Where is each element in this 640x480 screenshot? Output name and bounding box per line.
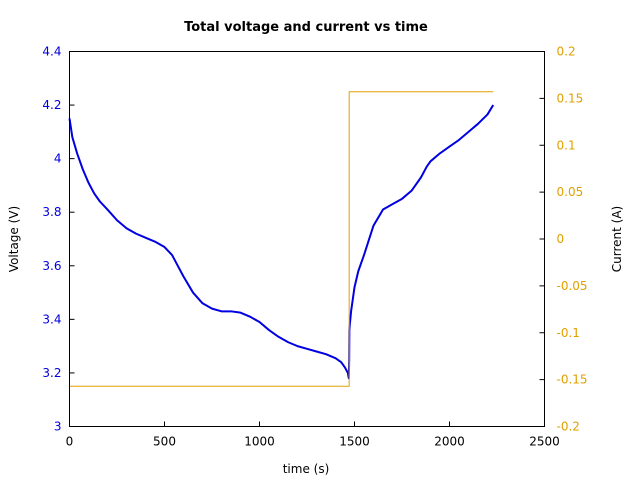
right-tick-label: 0.2	[557, 45, 576, 59]
x-axis-label: time (s)	[283, 462, 330, 476]
left-axis-ticks: 3 3.2 3.4 3.6 3.8 4 4.2 4.4	[42, 45, 75, 434]
series-layer	[68, 91, 495, 387]
current-series-line	[69, 91, 494, 387]
left-tick-label: 3.4	[42, 312, 61, 326]
right-tick-label: 0	[557, 232, 565, 246]
left-tick-label: 4	[54, 152, 62, 166]
x-axis-ticks: 0 500 1000 1500 2000 2500	[66, 421, 560, 449]
left-tick-label: 4.2	[42, 98, 61, 112]
right-tick-label: 0.15	[557, 91, 584, 105]
x-tick-label: 1500	[339, 435, 370, 449]
right-tick-label: -0.15	[557, 373, 588, 387]
right-tick-label: -0.1	[557, 326, 580, 340]
x-tick-label: 500	[153, 435, 176, 449]
chart-title: Total voltage and current vs time	[184, 20, 428, 35]
right-axis-ticks: -0.2 -0.15 -0.1 -0.05 0 0.05 0.1 0.15 0.2	[539, 45, 588, 434]
x-tick-label: 2500	[529, 435, 560, 449]
y-axis-label: Voltage (V)	[7, 206, 21, 272]
x-tick-label: 2000	[434, 435, 465, 449]
x-tick-label: 0	[66, 435, 74, 449]
voltage-series-line	[68, 104, 495, 380]
x-tick-label: 1000	[244, 435, 275, 449]
right-tick-label: -0.05	[557, 279, 588, 293]
left-tick-label: 4.4	[42, 45, 61, 59]
left-tick-label: 3.6	[42, 259, 61, 273]
y2-axis-label: Current (A)	[610, 206, 624, 272]
right-tick-label: -0.2	[557, 420, 580, 434]
left-tick-label: 3.8	[42, 205, 61, 219]
plot-frame	[69, 51, 545, 427]
left-tick-label: 3	[54, 420, 62, 434]
right-tick-label: 0.05	[557, 185, 584, 199]
left-tick-label: 3.2	[42, 366, 61, 380]
right-tick-label: 0.1	[557, 138, 576, 152]
